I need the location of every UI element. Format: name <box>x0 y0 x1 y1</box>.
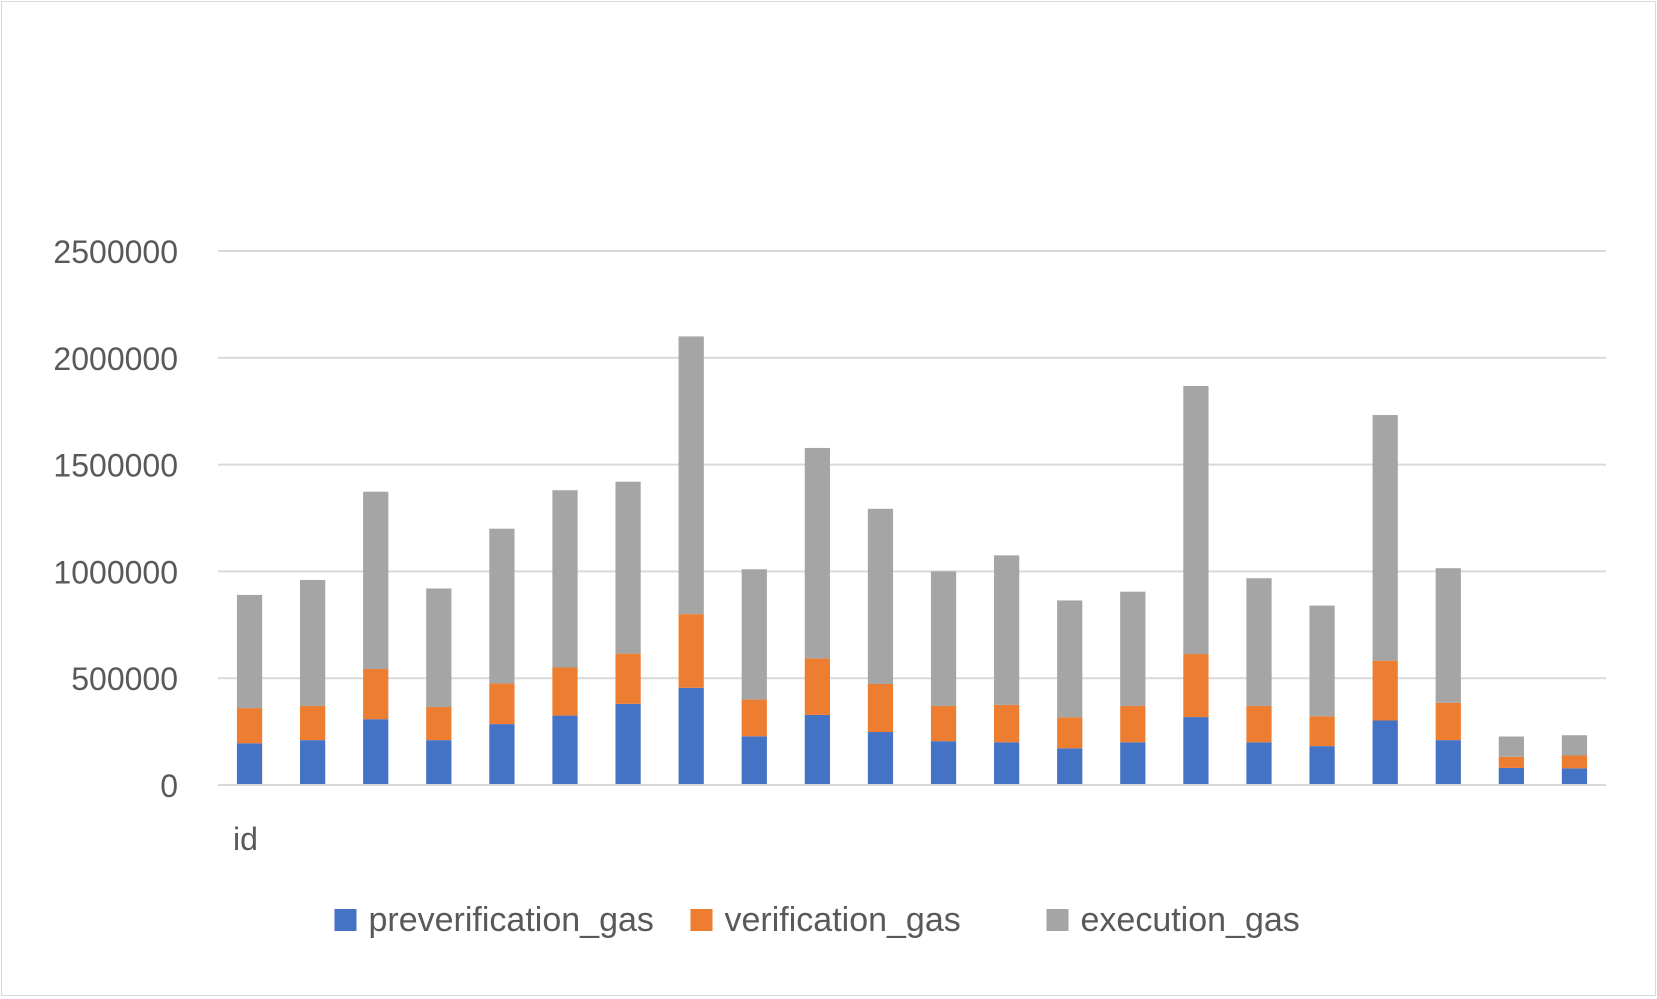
bar-segment-execution_gas <box>1498 736 1524 757</box>
x-axis-label: id <box>233 821 258 857</box>
bar-segment-execution_gas <box>1435 568 1461 703</box>
bar-segment-preverification_gas <box>1372 720 1398 785</box>
bar-segment-verification_gas <box>236 708 263 744</box>
bar-segment-verification_gas <box>1372 660 1398 721</box>
bar-segment-execution_gas <box>1309 605 1335 717</box>
bar-segment-execution_gas <box>489 528 515 684</box>
bar-segment-verification_gas <box>1435 702 1461 741</box>
bar-segment-verification_gas <box>930 705 957 742</box>
bar-segment-execution_gas <box>363 491 389 670</box>
legend-item: execution_gas <box>1046 901 1300 939</box>
bar-segment-preverification_gas <box>867 732 894 785</box>
legend-swatch <box>690 909 713 931</box>
y-tick-label: 0 <box>160 768 178 804</box>
bar-segment-execution_gas <box>867 508 894 684</box>
bar-segment-preverification_gas <box>300 740 326 785</box>
bar-segment-verification_gas <box>1183 654 1209 718</box>
bar-segment-preverification_gas <box>741 736 767 785</box>
bar-segment-preverification_gas <box>1120 742 1146 785</box>
bar-segment-verification_gas <box>867 683 894 733</box>
bar-segment-verification_gas <box>552 667 578 716</box>
y-tick-label: 500000 <box>71 661 178 697</box>
bar-segment-preverification_gas <box>1183 717 1209 785</box>
bar-segment-execution_gas <box>678 336 704 615</box>
bars <box>236 336 1588 785</box>
bar-segment-verification_gas <box>1309 716 1335 747</box>
legend-label: verification_gas <box>725 901 961 939</box>
bar-segment-verification_gas <box>1120 705 1146 743</box>
bar-segment-execution_gas <box>1246 578 1272 706</box>
bar-segment-execution_gas <box>1183 385 1209 655</box>
bar-segment-verification_gas <box>300 705 326 741</box>
bar-segment-verification_gas <box>741 699 767 737</box>
bar-segment-preverification_gas <box>994 742 1020 785</box>
legend-item: verification_gas <box>690 901 961 939</box>
y-tick-label: 2500000 <box>53 234 178 270</box>
bar-segment-verification_gas <box>363 669 389 720</box>
bar-segment-preverification_gas <box>804 714 830 785</box>
bar-segment-preverification_gas <box>1561 768 1588 785</box>
bar-segment-verification_gas <box>678 614 704 688</box>
bar-segment-execution_gas <box>1372 415 1398 661</box>
bar-segment-verification_gas <box>1498 756 1524 768</box>
legend-swatch <box>1046 909 1069 931</box>
legend: preverification_gas verification_gas execu… <box>334 901 1300 939</box>
bar-segment-verification_gas <box>615 653 641 704</box>
bar-segment-preverification_gas <box>426 740 452 785</box>
bar-segment-verification_gas <box>804 658 830 715</box>
bar-segment-verification_gas <box>1561 755 1588 769</box>
bar-segment-preverification_gas <box>615 703 641 785</box>
bar-segment-execution_gas <box>804 447 830 659</box>
bar-segment-execution_gas <box>1057 600 1083 718</box>
bar-segment-execution_gas <box>994 555 1020 705</box>
bar-segment-execution_gas <box>300 579 326 706</box>
bar-segment-execution_gas <box>1561 735 1588 756</box>
bar-segment-execution_gas <box>236 594 263 709</box>
bar-segment-verification_gas <box>1057 717 1083 749</box>
bar-segment-execution_gas <box>1120 591 1146 706</box>
y-tick-label: 1500000 <box>53 448 178 484</box>
y-tick-label: 1000000 <box>53 554 178 590</box>
bar-segment-preverification_gas <box>236 743 263 785</box>
bar-segment-preverification_gas <box>552 715 578 785</box>
bar-segment-preverification_gas <box>1435 740 1461 785</box>
legend-label: execution_gas <box>1081 901 1300 939</box>
bar-segment-verification_gas <box>994 704 1020 743</box>
bar-segment-preverification_gas <box>930 741 957 785</box>
legend-item: preverification_gas <box>334 901 654 939</box>
bar-segment-execution_gas <box>930 571 957 706</box>
bar-segment-execution_gas <box>615 481 641 654</box>
bar-segment-verification_gas <box>489 683 515 725</box>
bar-segment-execution_gas <box>426 588 452 708</box>
bar-segment-preverification_gas <box>1246 742 1272 785</box>
bar-segment-preverification_gas <box>1309 746 1335 785</box>
bar-segment-preverification_gas <box>1057 748 1083 785</box>
bar-segment-preverification_gas <box>363 719 389 785</box>
legend-swatch <box>334 909 357 931</box>
bar-segment-execution_gas <box>552 490 578 668</box>
y-axis-tick-labels: 0 500000 1000000 1500000 2000000 2500000 <box>53 234 178 804</box>
bar-segment-execution_gas <box>741 569 767 700</box>
legend-label: preverification_gas <box>369 901 654 939</box>
y-tick-label: 2000000 <box>53 341 178 377</box>
bar-segment-preverification_gas <box>1498 767 1524 785</box>
bar-segment-preverification_gas <box>678 687 704 785</box>
bar-segment-preverification_gas <box>489 724 515 785</box>
bar-segment-verification_gas <box>426 707 452 741</box>
bar-segment-verification_gas <box>1246 705 1272 743</box>
